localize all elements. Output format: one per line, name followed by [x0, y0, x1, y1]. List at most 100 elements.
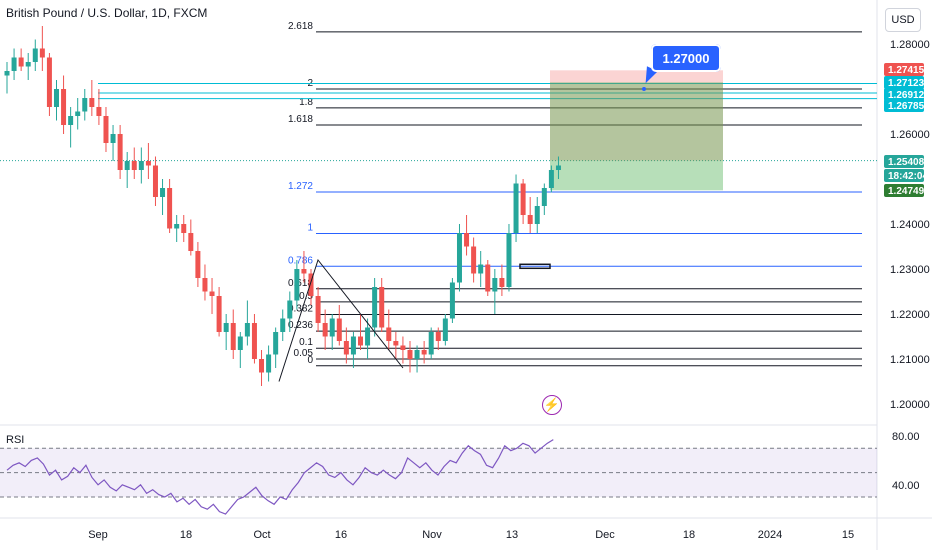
zigzag-drawing	[278, 258, 404, 382]
candle-body	[103, 116, 109, 143]
candle-body	[216, 296, 222, 332]
candle-body	[237, 336, 243, 350]
candle-body	[131, 161, 137, 170]
candle-body	[230, 323, 236, 350]
price-badge-bg	[884, 88, 924, 101]
target-price-callout[interactable]: 1.27000	[651, 44, 721, 72]
fib-level-label: 0	[307, 355, 313, 366]
candle-body	[428, 332, 434, 355]
price-badge-bg	[884, 184, 924, 197]
time-axis-tick: Oct	[253, 529, 270, 541]
profit-zone-top	[550, 70, 723, 161]
candle-body	[32, 48, 38, 62]
candle-body	[301, 269, 307, 274]
candle-body	[315, 296, 321, 323]
lightning-icon[interactable]: ⚡	[542, 395, 562, 415]
candle-body	[322, 323, 328, 337]
candle-body	[506, 233, 512, 287]
candle-body	[4, 71, 10, 76]
candle-body	[11, 57, 17, 71]
candle-body	[386, 327, 392, 341]
fib-level-label: 1.272	[288, 181, 313, 192]
candle-body	[442, 318, 448, 341]
candle-body	[39, 48, 45, 58]
candle-body	[308, 273, 314, 296]
time-axis-tick: 15	[842, 529, 854, 541]
candle-body	[534, 206, 540, 224]
price-badge-text: 1.26912	[888, 90, 925, 101]
currency-button[interactable]: USD	[885, 8, 921, 32]
candle-body	[61, 89, 67, 125]
candle-body	[393, 341, 399, 346]
rsi-line	[6, 439, 554, 515]
candle-body	[499, 278, 505, 287]
candle-body	[259, 359, 265, 373]
candle-body	[456, 233, 462, 283]
time-axis-tick: 13	[506, 529, 518, 541]
candle-body	[18, 57, 24, 67]
time-axis-tick: 18	[180, 529, 192, 541]
profit-zone	[550, 82, 723, 161]
candle-body	[541, 188, 547, 206]
price-axis-tick: 1.26000	[890, 129, 930, 141]
price-badge-bg	[884, 99, 924, 112]
fib-level-label: 0.786	[288, 255, 313, 266]
price-badge-bg	[884, 169, 924, 182]
candle-body	[372, 287, 378, 328]
candle-body	[555, 165, 561, 170]
candle-body	[365, 327, 371, 346]
candle-body	[513, 183, 519, 233]
candle-body	[181, 224, 187, 233]
candle-body	[53, 89, 59, 107]
time-axis-tick: 18	[683, 529, 695, 541]
price-badge-bg	[884, 76, 924, 89]
candle-body	[343, 341, 349, 355]
candle-body	[195, 251, 201, 278]
candle-body	[336, 318, 342, 341]
candle-body	[449, 282, 455, 319]
candle-body	[407, 350, 413, 359]
symbol-title: British Pound / U.S. Dollar, 1D, FXCM	[6, 6, 208, 20]
candle-body	[435, 332, 441, 341]
candle-body	[89, 98, 95, 107]
candle-body	[75, 111, 81, 116]
candle-body	[464, 233, 470, 247]
price-badge-text: 18:42:04	[888, 171, 928, 182]
range-marker	[519, 263, 551, 270]
fib-level-label: 0.236	[288, 320, 313, 331]
risk-zone	[550, 160, 723, 191]
price-badge-text: 1.24749	[888, 186, 925, 197]
candle-body	[280, 318, 286, 332]
candle-body	[124, 161, 130, 170]
time-axis-tick: 16	[335, 529, 347, 541]
candle-body	[520, 183, 526, 215]
candle-body	[110, 134, 116, 143]
candle-body	[117, 134, 123, 170]
candle-body	[400, 345, 406, 350]
candle-body	[379, 287, 385, 328]
fib-level-label: 1.618	[288, 114, 313, 125]
price-axis-tick: 1.28000	[890, 39, 930, 51]
candle-body	[167, 188, 173, 229]
price-badge-bg	[884, 155, 924, 168]
candle-body	[188, 233, 194, 251]
candle-body	[358, 336, 363, 346]
price-axis-tick: 1.22000	[890, 309, 930, 321]
candle-body	[294, 269, 300, 301]
candle-body	[329, 318, 335, 337]
candle-body	[414, 350, 420, 359]
candle-body	[471, 246, 477, 274]
candle-body	[527, 215, 533, 224]
rsi-axis-tick: 80.00	[892, 431, 920, 443]
candle-body	[160, 188, 166, 197]
price-badge-text: 1.25408	[888, 157, 925, 168]
candle-body	[82, 98, 88, 112]
fib-level-label: 0.618	[288, 278, 313, 289]
candle-body	[350, 336, 356, 355]
candle-body	[478, 264, 484, 274]
candle-body	[96, 107, 102, 116]
candle-body	[68, 116, 74, 125]
candle-body	[492, 278, 498, 292]
candle-body	[145, 161, 151, 166]
